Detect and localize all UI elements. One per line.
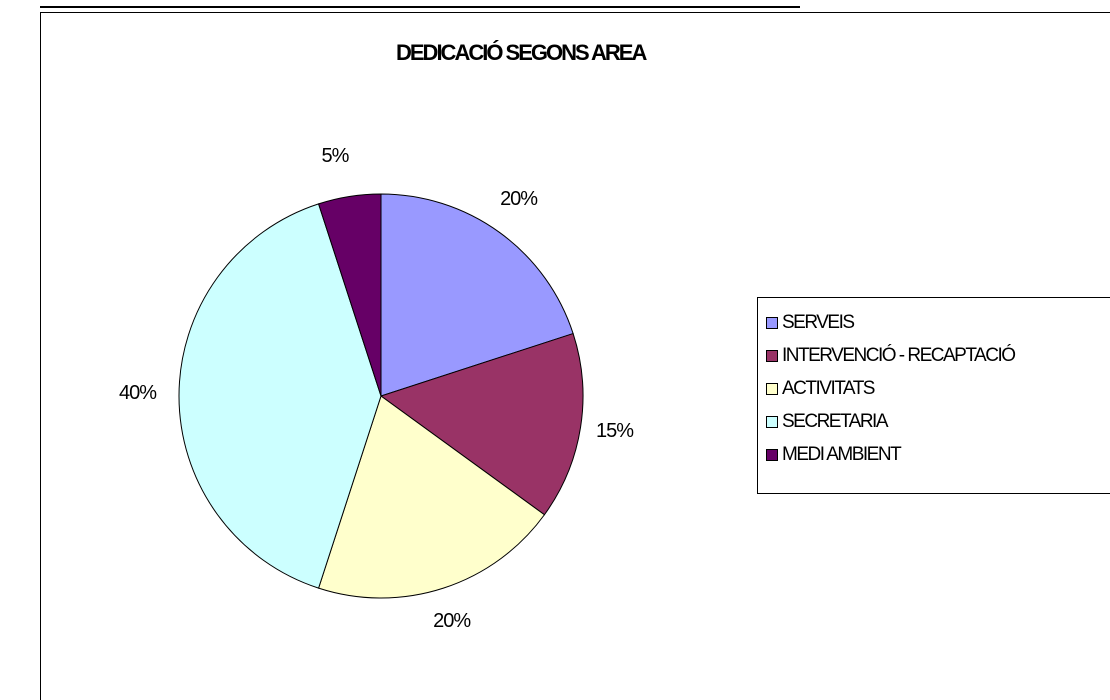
pie-slice-serveis [380,193,574,397]
slice-value-label: 5% [321,144,349,167]
legend-item-secretaria: SECRETARIA [766,411,889,433]
legend-swatch [766,317,778,329]
pie-slice-activitats [317,395,546,599]
pie-slice-medi-ambient [317,193,382,397]
legend-item-medi-ambient: MEDI AMBIENT [766,444,902,466]
chart-legend: SERVEIS INTERVENCIÓ - RECAPTACIÓ ACTIVIT… [757,297,1110,494]
slice-value-label: 40% [119,382,157,404]
page-top-rule [40,0,800,8]
slice-value-label: 20% [500,187,538,210]
legend-label: ACTIVITATS [782,378,875,399]
legend-label: SERVEIS [782,312,855,333]
chart-title: DEDICACIÓ SEGONS AREA [396,40,647,65]
legend-label: INTERVENCIÓ - RECAPTACIÓ [782,345,1016,366]
legend-item-serveis: SERVEIS [766,312,855,334]
legend-swatch [766,416,778,428]
legend-item-activitats: ACTIVITATS [766,378,875,400]
pie-slice-intervenci-recaptaci [379,332,584,516]
legend-swatch [766,350,778,362]
legend-item-intervencio-recaptacio: INTERVENCIÓ - RECAPTACIÓ [766,345,1016,367]
legend-swatch [766,449,778,461]
chart-frame [40,12,1110,700]
legend-label: MEDI AMBIENT [782,444,902,465]
legend-label: SECRETARIA [782,411,889,432]
pie-slice-secretaria [178,203,382,589]
legend-swatch [766,383,778,395]
slice-value-label: 15% [596,419,634,442]
slice-value-label: 20% [433,610,471,633]
